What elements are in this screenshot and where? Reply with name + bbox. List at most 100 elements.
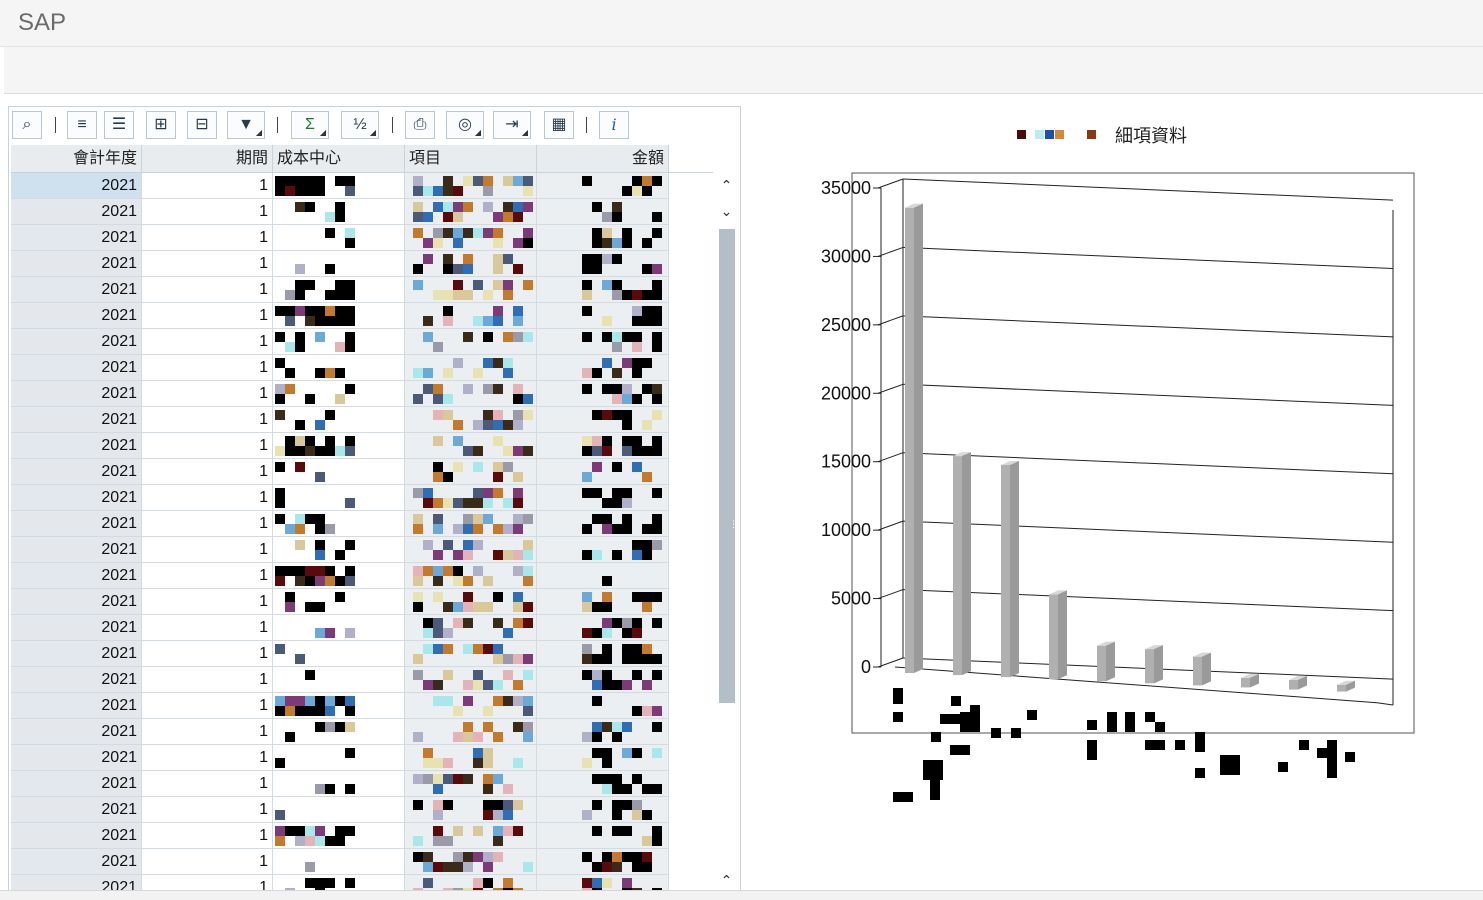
period-cell[interactable]: 1 bbox=[142, 381, 273, 407]
scrollbar-thumb[interactable]: ⋮ bbox=[719, 229, 738, 703]
cost-center-cell[interactable] bbox=[273, 745, 405, 771]
table-row[interactable]: 2021 1 bbox=[9, 537, 669, 563]
item-cell[interactable] bbox=[405, 485, 537, 511]
cost-center-cell[interactable] bbox=[273, 381, 405, 407]
table-row[interactable]: 2021 1 bbox=[9, 329, 669, 355]
period-cell[interactable]: 1 bbox=[142, 433, 273, 459]
table-row[interactable]: 2021 1 bbox=[9, 511, 669, 537]
cost-center-cell[interactable] bbox=[273, 329, 405, 355]
period-cell[interactable]: 1 bbox=[142, 537, 273, 563]
item-cell[interactable] bbox=[405, 225, 537, 251]
period-cell[interactable]: 1 bbox=[142, 485, 273, 511]
total-button[interactable]: Σ ◢ bbox=[291, 111, 329, 139]
period-cell[interactable]: 1 bbox=[142, 355, 273, 381]
amount-cell[interactable] bbox=[537, 641, 669, 667]
fiscal-year-cell[interactable]: 2021 bbox=[11, 355, 142, 381]
item-cell[interactable] bbox=[405, 719, 537, 745]
amount-cell[interactable] bbox=[537, 459, 669, 485]
find-next-button[interactable]: ⊟ bbox=[187, 111, 217, 139]
fiscal-year-cell[interactable]: 2021 bbox=[11, 329, 142, 355]
period-cell[interactable]: 1 bbox=[142, 407, 273, 433]
amount-cell[interactable] bbox=[537, 433, 669, 459]
fiscal-year-cell[interactable]: 2021 bbox=[11, 303, 142, 329]
item-cell[interactable] bbox=[405, 537, 537, 563]
amount-cell[interactable] bbox=[537, 225, 669, 251]
period-cell[interactable]: 1 bbox=[142, 303, 273, 329]
cost-center-cell[interactable] bbox=[273, 589, 405, 615]
amount-cell[interactable] bbox=[537, 303, 669, 329]
table-row[interactable]: 2021 1 bbox=[9, 173, 669, 199]
fiscal-year-cell[interactable]: 2021 bbox=[11, 797, 142, 823]
column-header-period[interactable]: 期間 bbox=[142, 145, 273, 173]
amount-cell[interactable] bbox=[537, 199, 669, 225]
table-row[interactable]: 2021 1 bbox=[9, 355, 669, 381]
table-row[interactable]: 2021 1 bbox=[9, 485, 669, 511]
item-cell[interactable] bbox=[405, 641, 537, 667]
period-cell[interactable]: 1 bbox=[142, 173, 273, 199]
cost-center-cell[interactable] bbox=[273, 407, 405, 433]
item-cell[interactable] bbox=[405, 797, 537, 823]
period-cell[interactable]: 1 bbox=[142, 225, 273, 251]
item-cell[interactable] bbox=[405, 381, 537, 407]
period-cell[interactable]: 1 bbox=[142, 329, 273, 355]
period-cell[interactable]: 1 bbox=[142, 849, 273, 875]
fiscal-year-cell[interactable]: 2021 bbox=[11, 719, 142, 745]
period-cell[interactable]: 1 bbox=[142, 589, 273, 615]
item-cell[interactable] bbox=[405, 173, 537, 199]
item-cell[interactable] bbox=[405, 771, 537, 797]
cost-center-cell[interactable] bbox=[273, 225, 405, 251]
cost-center-cell[interactable] bbox=[273, 797, 405, 823]
fiscal-year-cell[interactable]: 2021 bbox=[11, 381, 142, 407]
cost-center-cell[interactable] bbox=[273, 667, 405, 693]
table-row[interactable]: 2021 1 bbox=[9, 615, 669, 641]
cost-center-cell[interactable] bbox=[273, 459, 405, 485]
item-cell[interactable] bbox=[405, 277, 537, 303]
cost-center-cell[interactable] bbox=[273, 485, 405, 511]
period-cell[interactable]: 1 bbox=[142, 199, 273, 225]
cost-center-cell[interactable] bbox=[273, 641, 405, 667]
cost-center-cell[interactable] bbox=[273, 537, 405, 563]
table-row[interactable]: 2021 1 bbox=[9, 641, 669, 667]
column-header-item[interactable]: 項目 bbox=[405, 145, 537, 173]
item-cell[interactable] bbox=[405, 589, 537, 615]
filter-button[interactable]: ▼ ◢ bbox=[227, 111, 265, 139]
table-row[interactable]: 2021 1 bbox=[9, 433, 669, 459]
layout-button[interactable]: ▦ bbox=[544, 111, 574, 139]
cost-center-cell[interactable] bbox=[273, 719, 405, 745]
fiscal-year-cell[interactable]: 2021 bbox=[11, 277, 142, 303]
column-header-amount[interactable]: 金額 bbox=[537, 145, 669, 173]
period-cell[interactable]: 1 bbox=[142, 511, 273, 537]
fiscal-year-cell[interactable]: 2021 bbox=[11, 511, 142, 537]
cost-center-cell[interactable] bbox=[273, 173, 405, 199]
amount-cell[interactable] bbox=[537, 485, 669, 511]
table-row[interactable]: 2021 1 bbox=[9, 589, 669, 615]
cost-center-cell[interactable] bbox=[273, 303, 405, 329]
item-cell[interactable] bbox=[405, 433, 537, 459]
amount-cell[interactable] bbox=[537, 615, 669, 641]
fiscal-year-cell[interactable]: 2021 bbox=[11, 563, 142, 589]
fiscal-year-cell[interactable]: 2021 bbox=[11, 745, 142, 771]
item-cell[interactable] bbox=[405, 511, 537, 537]
table-row[interactable]: 2021 1 bbox=[9, 199, 669, 225]
amount-cell[interactable] bbox=[537, 173, 669, 199]
item-cell[interactable] bbox=[405, 355, 537, 381]
amount-cell[interactable] bbox=[537, 693, 669, 719]
column-header-cost-center[interactable]: 成本中心 bbox=[273, 145, 405, 173]
period-cell[interactable]: 1 bbox=[142, 277, 273, 303]
amount-cell[interactable] bbox=[537, 823, 669, 849]
period-cell[interactable]: 1 bbox=[142, 745, 273, 771]
subtotal-button[interactable]: ½ ◢ bbox=[341, 111, 379, 139]
item-cell[interactable] bbox=[405, 459, 537, 485]
table-row[interactable]: 2021 1 bbox=[9, 667, 669, 693]
fiscal-year-cell[interactable]: 2021 bbox=[11, 251, 142, 277]
item-cell[interactable] bbox=[405, 407, 537, 433]
cost-center-cell[interactable] bbox=[273, 433, 405, 459]
period-cell[interactable]: 1 bbox=[142, 615, 273, 641]
item-cell[interactable] bbox=[405, 667, 537, 693]
period-cell[interactable]: 1 bbox=[142, 667, 273, 693]
period-cell[interactable]: 1 bbox=[142, 641, 273, 667]
item-cell[interactable] bbox=[405, 303, 537, 329]
table-row[interactable]: 2021 1 bbox=[9, 719, 669, 745]
fiscal-year-cell[interactable]: 2021 bbox=[11, 225, 142, 251]
table-row[interactable]: 2021 1 bbox=[9, 407, 669, 433]
